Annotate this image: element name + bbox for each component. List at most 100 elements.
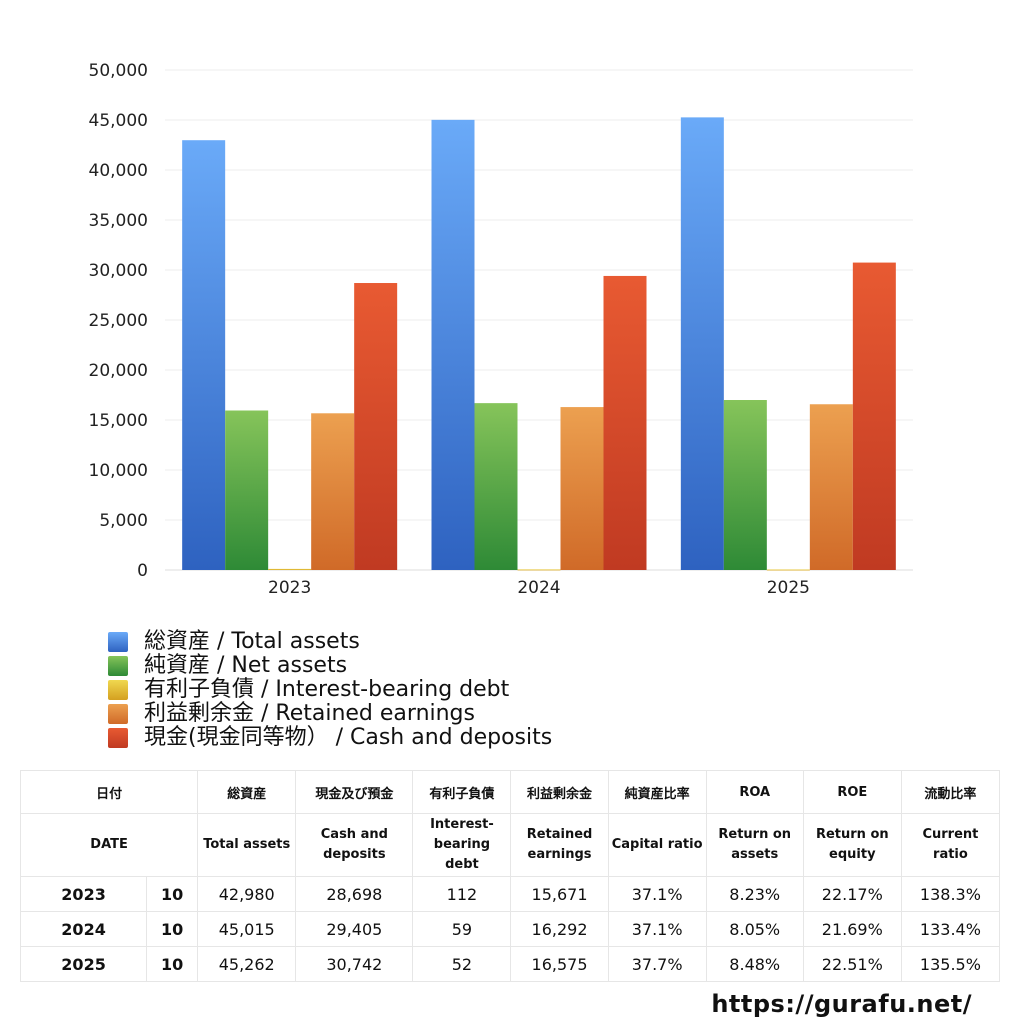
header-retained-jp: 利益剰余金 [510, 770, 609, 814]
cell-current-ratio: 133.4% [900, 911, 1001, 947]
legend-label: 総資産 / Total assets [144, 629, 360, 654]
y-tick-label: 15,000 [89, 411, 148, 431]
row-year: 2025 [19, 946, 148, 982]
x-tick-label: 2023 [268, 578, 311, 598]
bar-2023-series-3 [311, 413, 355, 570]
bar-2024-series-2 [517, 569, 561, 571]
table-row: 2023 10 42,980 28,698 112 15,671 37.1% 8… [19, 876, 1001, 912]
header-total-assets-jp: 総資産 [197, 770, 297, 814]
bar-chart: 0 5,000 10,000 15,000 20,000 25,000 30,000 35,0… [89, 61, 913, 598]
cell-roa: 8.05% [705, 911, 804, 947]
header-cash-jp: 現金及び預金 [295, 770, 414, 814]
cell-roe: 22.51% [802, 946, 902, 982]
y-tick-label: 20,000 [89, 361, 148, 381]
y-axis-ticks: 0 5,000 10,000 15,000 20,000 25,000 30,000 35,0… [89, 61, 148, 581]
cell-current-ratio: 135.5% [900, 946, 1001, 982]
y-tick-label: 35,000 [89, 211, 148, 231]
legend: 総資産 / Total assets 純資産 / Net assets 有利子負債 … [108, 630, 552, 750]
header-date-en: DATE [19, 813, 199, 877]
y-tick-label: 0 [137, 561, 148, 581]
cell-capital-ratio: 37.1% [607, 876, 707, 912]
row-month: 10 [146, 876, 199, 912]
cell-current-ratio: 138.3% [900, 876, 1001, 912]
header-retained-en: Retained earnings [510, 813, 609, 877]
cell-debt: 52 [412, 946, 512, 982]
bar-2024-series-1 [474, 403, 518, 570]
header-total-assets-en: Total assets [197, 813, 297, 877]
header-cash-en: Cash and deposits [295, 813, 414, 877]
bar-2025-series-4 [852, 262, 896, 570]
financial-table: 日付 総資産 現金及び預金 有利子負債 利益剰余金 純資産比率 ROA ROE … [19, 770, 1001, 982]
bar-2023-series-0 [182, 140, 226, 570]
bar-2024-series-4 [603, 275, 647, 570]
header-current-ratio-en: Current ratio [900, 813, 1001, 877]
row-month: 10 [146, 911, 199, 947]
header-debt-en: Interest-bearing debt [412, 813, 512, 877]
bar-2025-series-2 [766, 569, 810, 571]
legend-label: 純資産 / Net assets [144, 653, 348, 678]
cell-total-assets: 42,980 [197, 876, 297, 912]
bar-2025-series-3 [809, 404, 853, 570]
cell-total-assets: 45,262 [197, 946, 297, 982]
legend-label: 有利子負債 / Interest-bearing debt [144, 677, 510, 702]
legend-swatch [108, 728, 128, 748]
bar-2024-series-3 [560, 407, 604, 570]
header-capital-ratio-en: Capital ratio [607, 813, 707, 877]
bar-2023-series-2 [268, 568, 312, 570]
table-row: 2025 10 45,262 30,742 52 16,575 37.7% 8.… [19, 946, 1001, 982]
table-header-jp: 日付 総資産 現金及び預金 有利子負債 利益剰余金 純資産比率 ROA ROE … [19, 770, 1001, 814]
cell-capital-ratio: 37.7% [607, 946, 707, 982]
bar-2023-series-4 [354, 283, 398, 570]
x-tick-label: 2025 [767, 578, 810, 598]
y-tick-label: 50,000 [89, 61, 148, 81]
row-year: 2023 [19, 876, 148, 912]
cell-retained: 16,575 [510, 946, 609, 982]
header-roe-jp: ROE [802, 770, 902, 814]
cell-roe: 21.69% [802, 911, 902, 947]
cell-retained: 15,671 [510, 876, 609, 912]
header-debt-jp: 有利子負債 [412, 770, 512, 814]
cell-roa: 8.48% [705, 946, 804, 982]
y-tick-label: 40,000 [89, 161, 148, 181]
y-tick-label: 10,000 [89, 461, 148, 481]
cell-cash: 30,742 [295, 946, 414, 982]
header-current-ratio-jp: 流動比率 [900, 770, 1001, 814]
legend-item: 有利子負債 / Interest-bearing debt [108, 678, 552, 702]
legend-swatch [108, 656, 128, 676]
bar-2023-series-1 [225, 410, 269, 570]
y-tick-label: 25,000 [89, 311, 148, 331]
table-header-en: DATE Total assets Cash and deposits Inte… [19, 813, 1001, 877]
x-tick-label: 2024 [517, 578, 560, 598]
bar-2025-series-1 [723, 400, 767, 570]
cell-cash: 28,698 [295, 876, 414, 912]
legend-swatch [108, 680, 128, 700]
site-url: https://gurafu.net/ [711, 990, 972, 1018]
legend-swatch [108, 704, 128, 724]
header-roa-jp: ROA [705, 770, 804, 814]
bars [182, 117, 896, 571]
header-roe-en: Return on equity [802, 813, 902, 877]
header-date-jp: 日付 [19, 770, 199, 814]
legend-label: 現金(現金同等物） / Cash and deposits [144, 725, 553, 750]
cell-debt: 59 [412, 911, 512, 947]
legend-item: 総資産 / Total assets [108, 630, 552, 654]
cell-roe: 22.17% [802, 876, 902, 912]
y-tick-label: 45,000 [89, 111, 148, 131]
cell-cash: 29,405 [295, 911, 414, 947]
y-tick-label: 5,000 [99, 511, 148, 531]
gridlines [165, 69, 913, 571]
cell-retained: 16,292 [510, 911, 609, 947]
bar-2024-series-0 [431, 119, 475, 570]
row-year: 2024 [19, 911, 148, 947]
table-row: 2024 10 45,015 29,405 59 16,292 37.1% 8.… [19, 911, 1001, 947]
x-axis-ticks: 2023 2024 2025 [268, 578, 810, 598]
bar-2025-series-0 [680, 117, 724, 570]
legend-item: 現金(現金同等物） / Cash and deposits [108, 726, 552, 750]
cell-roa: 8.23% [705, 876, 804, 912]
cell-total-assets: 45,015 [197, 911, 297, 947]
legend-item: 純資産 / Net assets [108, 654, 552, 678]
header-capital-ratio-jp: 純資産比率 [607, 770, 707, 814]
y-tick-label: 30,000 [89, 261, 148, 281]
legend-label: 利益剰余金 / Retained earnings [144, 701, 475, 726]
legend-item: 利益剰余金 / Retained earnings [108, 702, 552, 726]
